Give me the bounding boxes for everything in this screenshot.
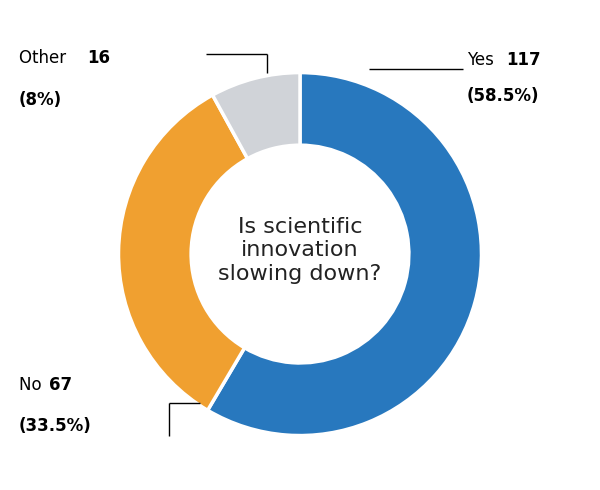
Text: (8%): (8%): [19, 91, 62, 109]
Wedge shape: [119, 95, 248, 410]
Text: (33.5%): (33.5%): [19, 417, 91, 436]
Text: No: No: [19, 376, 47, 394]
Text: 117: 117: [506, 51, 541, 69]
Text: 16: 16: [87, 49, 110, 67]
Text: Is scientific
innovation
slowing down?: Is scientific innovation slowing down?: [218, 217, 382, 284]
Wedge shape: [212, 73, 300, 159]
Wedge shape: [208, 73, 481, 436]
Text: (58.5%): (58.5%): [467, 87, 539, 105]
Text: 67: 67: [49, 376, 72, 394]
Text: Yes: Yes: [467, 51, 499, 69]
Text: Other: Other: [19, 49, 71, 67]
